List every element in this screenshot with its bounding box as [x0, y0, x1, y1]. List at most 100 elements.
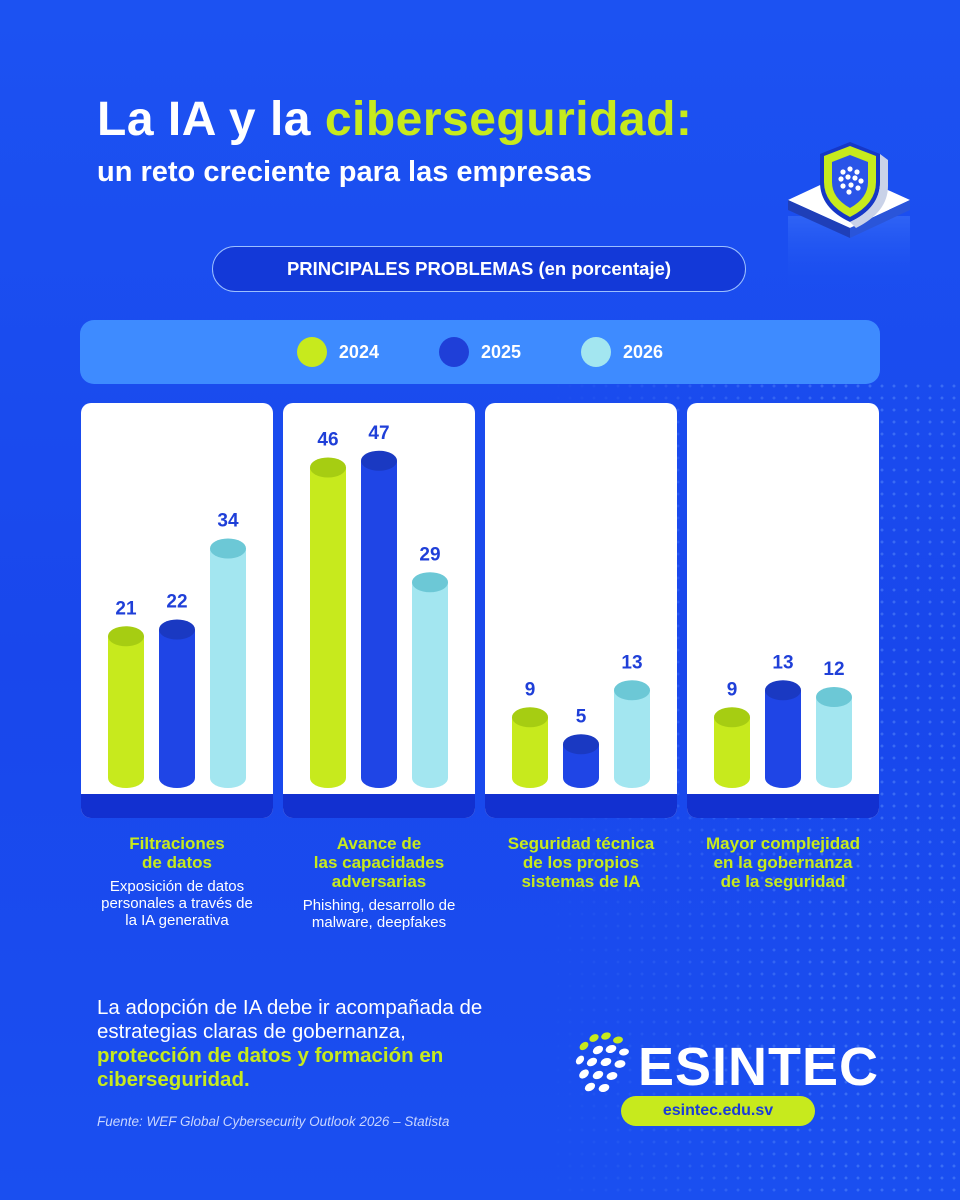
category-title: Avance de las capacidades adversarias — [279, 834, 479, 891]
panel-base — [81, 794, 273, 818]
bar-body — [210, 548, 246, 788]
website-link[interactable]: esintec.edu.sv — [621, 1096, 815, 1126]
data-label-2024-4: 9 — [727, 679, 738, 700]
data-label-2025-2: 47 — [368, 423, 389, 444]
category-title: Seguridad técnica de los propios sistema… — [481, 834, 681, 891]
bar-2025-4 — [765, 680, 801, 788]
bar-2024-4 — [714, 707, 750, 788]
bar-2024-1 — [108, 626, 144, 788]
panel-base — [687, 794, 879, 818]
chart-panel-3: 9 5 13 — [485, 403, 677, 818]
chart-svg-3: 9 5 13 — [512, 652, 650, 788]
logo-text: ESINTEC — [638, 1037, 880, 1097]
panel-base — [283, 794, 475, 818]
data-label-2025-1: 22 — [166, 592, 187, 613]
category-desc-line: Exposición de datos — [109, 878, 245, 895]
category-title-line: sistemas de IA — [521, 872, 641, 891]
title-accent: ciberseguridad: — [324, 93, 693, 146]
bar-top — [310, 457, 346, 478]
bar-body — [159, 629, 195, 788]
category-title-line: las capacidades — [313, 853, 445, 872]
category-label-1: Filtraciones de datos Exposición de dato… — [77, 834, 277, 929]
bar-body — [412, 582, 448, 788]
data-label-2024-1: 21 — [115, 598, 137, 619]
bar-body — [310, 467, 346, 788]
bar-top — [816, 687, 852, 707]
bar-top — [361, 450, 397, 471]
panel-base — [485, 794, 677, 818]
chart-svg-2: 46 47 29 — [310, 423, 448, 788]
chart-panel-1: 21 22 34 — [81, 403, 273, 818]
category-desc-line: malware, deepfakes — [311, 914, 447, 931]
category-description: Phishing, desarrollo de malware, deepfak… — [279, 897, 479, 931]
esintec-logo: ESINTEC — [570, 1030, 890, 1130]
bar-body — [714, 717, 750, 788]
page-subtitle: un reto creciente para las empresas — [97, 156, 592, 188]
data-label-2026-3: 13 — [621, 652, 642, 673]
category-label-2: Avance de las capacidades adversarias Ph… — [279, 834, 479, 931]
legend-item-2026: 2026 — [581, 337, 663, 367]
category-title-line: de datos — [142, 853, 212, 872]
bar-2026-3 — [614, 680, 650, 788]
category-title: Filtraciones de datos — [77, 834, 277, 872]
bar-body — [765, 690, 801, 788]
bar-top — [563, 734, 599, 755]
category-title: Mayor complejidad en la gobernanza de la… — [683, 834, 883, 891]
bar-2025-2 — [361, 450, 397, 788]
bar-2026-1 — [210, 538, 246, 788]
bar-top — [108, 626, 144, 647]
legend-label-2024: 2024 — [338, 341, 379, 362]
data-label-2025-4: 13 — [772, 652, 793, 673]
page-title: La IA y la ciberseguridad: — [97, 96, 692, 144]
bar-top — [412, 572, 448, 593]
category-title-line: de los propios — [522, 853, 640, 872]
bar-2024-3 — [512, 707, 548, 788]
chart-panel-2: 46 47 29 — [283, 403, 475, 818]
bar-2024-2 — [310, 457, 346, 788]
bar-2026-4 — [816, 687, 852, 788]
section-heading: PRINCIPALES PROBLEMAS (en porcentaje) — [212, 246, 746, 292]
bar-2025-3 — [563, 734, 599, 788]
esintec-logo-icon — [575, 1032, 629, 1093]
bar-2025-1 — [159, 619, 195, 788]
bar-top — [614, 680, 650, 701]
title-part1: La IA y la — [97, 93, 325, 146]
chart-svg-1: 21 22 34 — [108, 511, 246, 788]
footer-message: La adopción de IA debe ir acompañada de … — [97, 996, 527, 1092]
category-desc-line: la IA generativa — [125, 912, 229, 929]
category-title-line: adversarias — [331, 872, 427, 891]
bar-top — [159, 619, 195, 640]
data-label-2026-2: 29 — [419, 544, 440, 565]
bar-2026-2 — [412, 572, 448, 788]
category-title-line: en la gobernanza — [713, 853, 853, 872]
legend-label-2026: 2026 — [623, 341, 664, 362]
legend-item-2024: 2024 — [296, 337, 379, 367]
bar-body — [361, 460, 397, 788]
legend-item-2025: 2025 — [438, 337, 522, 367]
bar-body — [108, 636, 144, 788]
category-desc-line: Phishing, desarrollo de — [302, 897, 456, 914]
bar-top — [714, 707, 750, 728]
category-title-line: Mayor complejidad — [706, 834, 860, 853]
category-label-4: Mayor complejidad en la gobernanza de la… — [683, 834, 883, 891]
legend-swatch-2025 — [438, 337, 469, 367]
legend-swatch-2024 — [296, 337, 327, 367]
category-title-line: Seguridad técnica — [507, 834, 655, 853]
category-label-3: Seguridad técnica de los propios sistema… — [481, 834, 681, 891]
chart-panel-4: 9 13 12 — [687, 403, 879, 818]
source-note: Fuente: WEF Global Cybersecurity Outlook… — [97, 1114, 450, 1129]
legend-label-2025: 2025 — [480, 341, 522, 362]
data-label-2026-1: 34 — [217, 511, 239, 532]
chart-legend: 2024 2025 2026 — [80, 320, 880, 384]
shield-icon — [780, 120, 930, 290]
bar-body — [816, 697, 852, 788]
data-label-2024-2: 46 — [317, 430, 338, 451]
category-title-line: Filtraciones — [129, 834, 225, 853]
bar-top — [765, 680, 801, 701]
chart-svg-4: 9 13 12 — [714, 652, 852, 788]
bar-body — [563, 744, 599, 788]
data-label-2024-3: 9 — [525, 679, 536, 700]
category-title-line: de la seguridad — [720, 872, 846, 891]
data-label-2026-4: 12 — [823, 659, 844, 680]
bar-body — [512, 717, 548, 788]
